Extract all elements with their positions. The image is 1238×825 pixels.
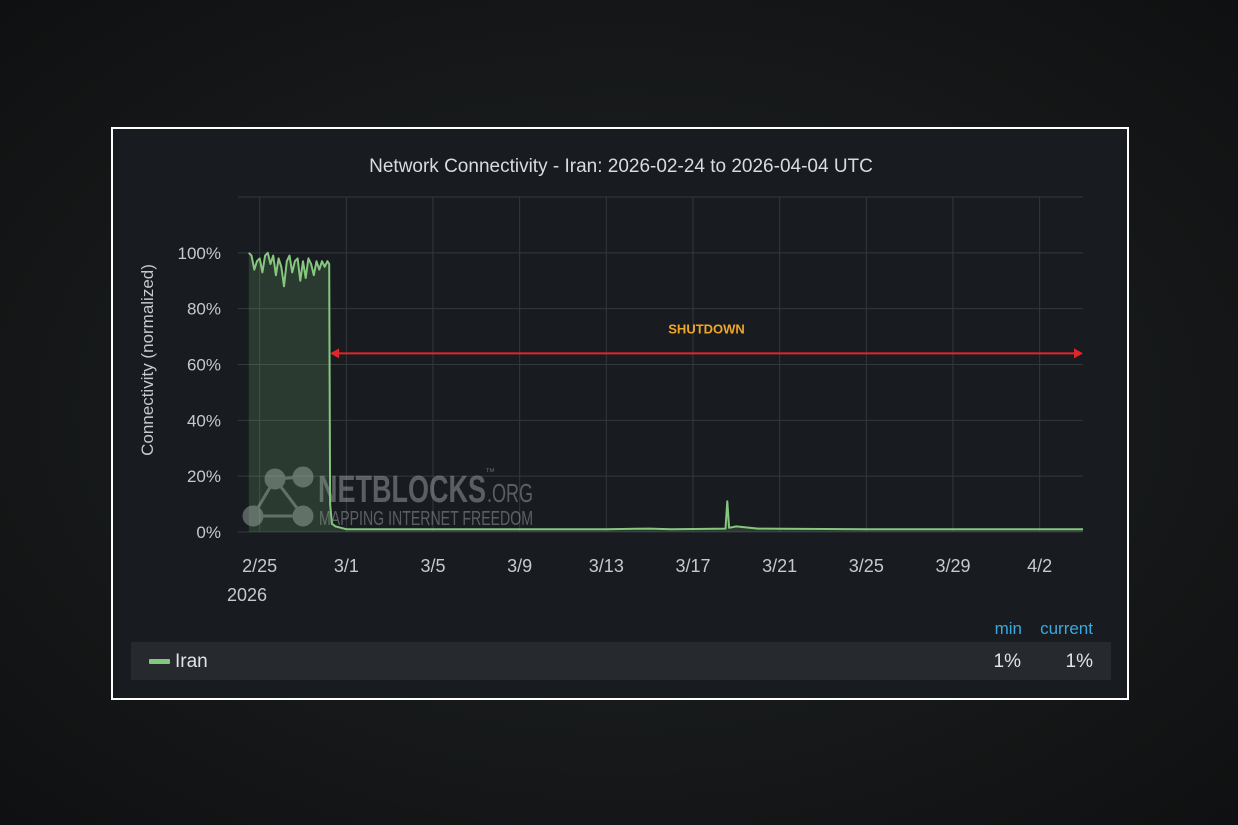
- watermark-tagline: MAPPING INTERNET FREEDOM: [319, 508, 533, 530]
- legend-current-value: 1%: [1065, 651, 1093, 672]
- legend-swatch-iran: [149, 659, 170, 664]
- y-tick-label: 80%: [187, 300, 221, 319]
- legend-series-name[interactable]: Iran: [175, 651, 208, 672]
- x-tick-label: 3/25: [849, 556, 884, 576]
- x-tick-label: 3/13: [589, 556, 624, 576]
- y-tick-label: 40%: [187, 411, 221, 430]
- x-year-label: 2026: [227, 585, 267, 605]
- series-iran: [248, 251, 1084, 533]
- watermark-suffix: .ORG: [487, 478, 533, 508]
- legend-header-min[interactable]: min: [994, 619, 1022, 638]
- arrow-head-left-icon: [330, 348, 340, 359]
- series-line: [248, 251, 1083, 531]
- y-tick-label: 100%: [178, 244, 221, 263]
- x-tick-labels: 2/25 3/1 3/5 3/9 3/13 3/17 3/21 3/25 3/29 4/2: [242, 556, 1052, 576]
- netblocks-logo-icon: [242, 466, 314, 527]
- x-tick-label: 3/29: [935, 556, 970, 576]
- x-tick-label: 2/25: [242, 556, 277, 576]
- shutdown-annotation: SHUTDOWN: [330, 321, 1083, 359]
- legend-min-value: 1%: [993, 651, 1021, 672]
- y-tick-label: 0%: [196, 523, 221, 542]
- y-tick-label: 20%: [187, 467, 221, 486]
- legend-header-current[interactable]: current: [1040, 619, 1093, 638]
- shutdown-label: SHUTDOWN: [668, 321, 745, 336]
- chart-title: Network Connectivity - Iran: 2026-02-24 …: [369, 156, 873, 177]
- chart-panel: Network Connectivity - Iran: 2026-02-24 …: [111, 127, 1129, 700]
- y-axis-label: Connectivity (normalized): [138, 264, 157, 456]
- legend-row-iran[interactable]: Iran 1% 1%: [131, 642, 1111, 680]
- netblocks-watermark: NETBLOCKS ™ .ORG MAPPING INTERNET FREEDO…: [242, 466, 533, 530]
- y-tick-labels: 0% 20% 40% 60% 80% 100%: [178, 244, 221, 542]
- x-tick-label: 3/21: [762, 556, 797, 576]
- connectivity-chart: Network Connectivity - Iran: 2026-02-24 …: [138, 156, 1084, 605]
- x-tick-label: 3/5: [420, 556, 445, 576]
- watermark-brand: NETBLOCKS: [318, 469, 486, 511]
- y-tick-label: 60%: [187, 356, 221, 375]
- x-tick-label: 3/17: [675, 556, 710, 576]
- grid: [238, 196, 1083, 533]
- watermark-tm: ™: [485, 467, 495, 478]
- x-tick-label: 4/2: [1027, 556, 1052, 576]
- x-tick-label: 3/1: [334, 556, 359, 576]
- x-tick-label: 3/9: [507, 556, 532, 576]
- arrow-head-right-icon: [1074, 348, 1083, 359]
